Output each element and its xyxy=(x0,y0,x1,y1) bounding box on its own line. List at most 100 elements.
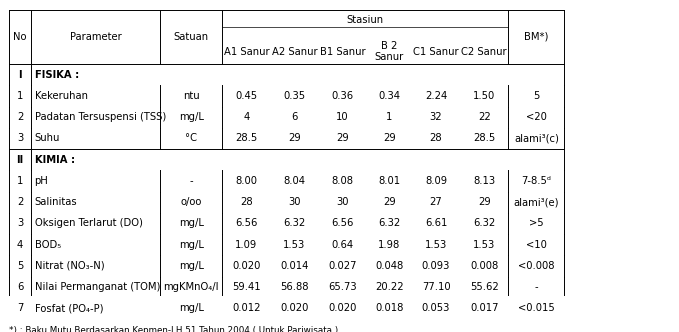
Text: 0.027: 0.027 xyxy=(329,261,356,271)
Text: ntu: ntu xyxy=(183,91,200,101)
Text: 6.61: 6.61 xyxy=(425,218,447,228)
Text: mg/L: mg/L xyxy=(179,261,204,271)
Text: <20: <20 xyxy=(526,112,547,122)
Text: Salinitas: Salinitas xyxy=(35,197,77,207)
Text: 2: 2 xyxy=(17,197,23,207)
Text: 0.020: 0.020 xyxy=(329,303,356,313)
Text: 4: 4 xyxy=(243,112,249,122)
Text: <10: <10 xyxy=(526,240,547,250)
Text: 65.73: 65.73 xyxy=(328,282,357,292)
Text: 59.41: 59.41 xyxy=(232,282,261,292)
Text: Parameter: Parameter xyxy=(70,32,122,42)
Text: 1.53: 1.53 xyxy=(425,240,447,250)
Text: °C: °C xyxy=(185,133,197,143)
Text: 1.98: 1.98 xyxy=(378,240,401,250)
Text: 2: 2 xyxy=(17,112,23,122)
Text: 0.017: 0.017 xyxy=(470,303,498,313)
Text: Fosfat (PO₄-P): Fosfat (PO₄-P) xyxy=(35,303,103,313)
Text: Padatan Tersuspensi (TSS): Padatan Tersuspensi (TSS) xyxy=(35,112,166,122)
Text: 0.008: 0.008 xyxy=(470,261,498,271)
Text: 0.36: 0.36 xyxy=(331,91,354,101)
Text: 0.020: 0.020 xyxy=(232,261,261,271)
Text: 1: 1 xyxy=(17,91,23,101)
Text: Kekeruhan: Kekeruhan xyxy=(35,91,88,101)
Text: 7: 7 xyxy=(17,303,23,313)
Text: *) : Baku Mutu Berdasarkan Kepmen-LH 51 Tahun 2004 ( Untuk Pariwisata ): *) : Baku Mutu Berdasarkan Kepmen-LH 51 … xyxy=(9,326,338,332)
Text: mg/L: mg/L xyxy=(179,303,204,313)
Text: Nitrat (NO₃-N): Nitrat (NO₃-N) xyxy=(35,261,104,271)
Text: 22: 22 xyxy=(478,112,490,122)
Text: FISIKA :: FISIKA : xyxy=(35,70,79,80)
Text: alami³(e): alami³(e) xyxy=(513,197,559,207)
Text: 1.09: 1.09 xyxy=(235,240,257,250)
Text: 0.014: 0.014 xyxy=(280,261,309,271)
Text: 55.62: 55.62 xyxy=(470,282,498,292)
Text: 2.24: 2.24 xyxy=(425,91,447,101)
Text: 0.35: 0.35 xyxy=(283,91,306,101)
Text: C2 Sanur: C2 Sanur xyxy=(461,46,507,56)
Text: 0.093: 0.093 xyxy=(422,261,450,271)
Text: 3: 3 xyxy=(17,218,23,228)
Text: 8.08: 8.08 xyxy=(331,176,354,186)
Text: o/oo: o/oo xyxy=(181,197,202,207)
Text: >5: >5 xyxy=(529,218,544,228)
Text: 0.34: 0.34 xyxy=(378,91,401,101)
Text: BM*): BM*) xyxy=(524,32,549,42)
Text: 10: 10 xyxy=(336,112,349,122)
Text: 3: 3 xyxy=(17,133,23,143)
Text: 27: 27 xyxy=(430,197,443,207)
Text: 28.5: 28.5 xyxy=(473,133,495,143)
Text: 29: 29 xyxy=(383,133,396,143)
Text: mgKMnO₄/l: mgKMnO₄/l xyxy=(164,282,219,292)
Text: 8.09: 8.09 xyxy=(425,176,447,186)
Text: 1.53: 1.53 xyxy=(283,240,306,250)
Text: 20.22: 20.22 xyxy=(375,282,403,292)
Text: 28: 28 xyxy=(240,197,253,207)
Text: -: - xyxy=(534,282,538,292)
Text: 0.012: 0.012 xyxy=(232,303,261,313)
Text: 4: 4 xyxy=(17,240,23,250)
Text: mg/L: mg/L xyxy=(179,218,204,228)
Text: 7-8.5ᵈ: 7-8.5ᵈ xyxy=(521,176,551,186)
Text: <0.008: <0.008 xyxy=(518,261,555,271)
Text: pH: pH xyxy=(35,176,48,186)
Text: 6.32: 6.32 xyxy=(473,218,495,228)
Text: 28: 28 xyxy=(430,133,443,143)
Text: 8.04: 8.04 xyxy=(283,176,306,186)
Text: 32: 32 xyxy=(430,112,443,122)
Text: 30: 30 xyxy=(336,197,349,207)
Text: 29: 29 xyxy=(478,197,490,207)
Text: 8.13: 8.13 xyxy=(473,176,495,186)
Text: 0.048: 0.048 xyxy=(375,261,403,271)
Text: I: I xyxy=(18,70,22,80)
Text: 1: 1 xyxy=(386,112,392,122)
Text: 0.018: 0.018 xyxy=(375,303,403,313)
Text: 56.88: 56.88 xyxy=(280,282,309,292)
Text: 0.45: 0.45 xyxy=(235,91,257,101)
Text: mg/L: mg/L xyxy=(179,112,204,122)
Text: A2 Sanur: A2 Sanur xyxy=(272,46,317,56)
Text: 6.32: 6.32 xyxy=(378,218,401,228)
Text: 29: 29 xyxy=(288,133,301,143)
Text: 8.00: 8.00 xyxy=(236,176,257,186)
Text: alami³(c): alami³(c) xyxy=(514,133,559,143)
Text: 6: 6 xyxy=(17,282,23,292)
Text: <0.015: <0.015 xyxy=(518,303,555,313)
Text: 1.53: 1.53 xyxy=(473,240,495,250)
Text: C1 Sanur: C1 Sanur xyxy=(414,46,459,56)
Text: Nilai Permanganat (TOM): Nilai Permanganat (TOM) xyxy=(35,282,160,292)
Text: 8.01: 8.01 xyxy=(378,176,401,186)
Text: 6.56: 6.56 xyxy=(235,218,257,228)
Text: Satuan: Satuan xyxy=(174,32,208,42)
Text: 30: 30 xyxy=(288,197,301,207)
Text: 6: 6 xyxy=(291,112,297,122)
Text: No: No xyxy=(14,32,26,42)
Text: 5: 5 xyxy=(533,91,540,101)
Text: II: II xyxy=(16,155,24,165)
Text: 6.56: 6.56 xyxy=(331,218,354,228)
Text: 1.50: 1.50 xyxy=(473,91,495,101)
Text: 28.5: 28.5 xyxy=(235,133,257,143)
Text: -: - xyxy=(189,176,193,186)
Text: A1 Sanur: A1 Sanur xyxy=(223,46,269,56)
Text: B1 Sanur: B1 Sanur xyxy=(320,46,365,56)
